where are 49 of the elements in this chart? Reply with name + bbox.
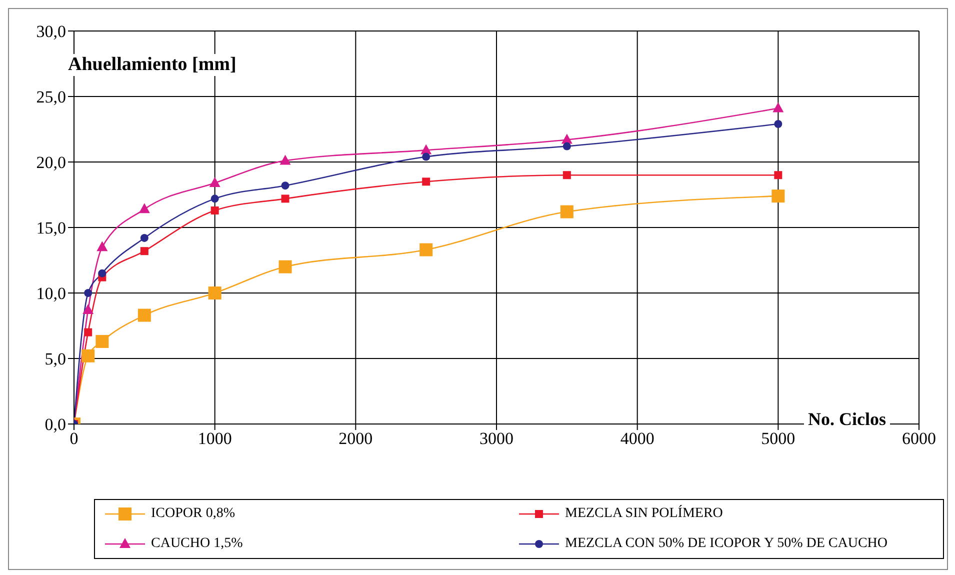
point	[82, 349, 95, 362]
point	[209, 176, 220, 187]
x-tick-label: 1000	[198, 429, 232, 448]
point	[280, 154, 291, 165]
point	[562, 142, 571, 150]
point	[772, 102, 784, 112]
point	[420, 243, 433, 256]
x-axis-title: No. Ciclos	[804, 409, 890, 430]
point	[278, 260, 292, 274]
point	[138, 203, 150, 214]
point	[772, 190, 785, 203]
point	[84, 328, 92, 336]
y-tick-label: 15,0	[36, 218, 66, 238]
legend-label: MEZCLA SIN POLÍMERO	[564, 506, 724, 522]
point	[560, 205, 574, 218]
point	[140, 247, 148, 256]
point	[281, 194, 290, 203]
y-tick-label: 25,0	[36, 88, 66, 107]
legend-label: CAUCHO 1,5%	[150, 536, 244, 552]
point	[84, 289, 92, 297]
y-tick-label: 20,0	[36, 153, 66, 172]
point	[98, 269, 106, 278]
y-tick-label: 0,0	[44, 415, 66, 434]
point	[96, 241, 108, 252]
x-tick-label: 4000	[620, 429, 654, 448]
y-tick-label: 30,0	[36, 22, 66, 42]
point	[281, 182, 290, 190]
point	[138, 308, 151, 322]
point	[422, 152, 430, 161]
point	[140, 234, 148, 242]
point	[774, 120, 782, 128]
legend-label: MEZCLA CON 50% DE ICOPOR Y 50% DE CAUCHO	[564, 536, 889, 552]
x-tick-label: 5000	[761, 429, 796, 448]
point	[208, 286, 222, 300]
point	[422, 178, 430, 186]
x-tick-label: 2000	[338, 429, 373, 448]
x-tick-label: 6000	[902, 429, 936, 448]
y-tick-label: 10,0	[36, 284, 66, 304]
point	[562, 171, 571, 180]
x-tick-label: 3000	[480, 429, 514, 448]
point	[210, 206, 219, 214]
y-axis-title: Ahuellamiento [mm]	[64, 54, 240, 76]
point	[210, 194, 219, 203]
y-tick-label: 5,0	[44, 350, 66, 369]
legend-label: ICOPOR 0,8%	[150, 506, 236, 522]
point	[96, 334, 109, 348]
x-tick-label: 0	[70, 429, 78, 448]
point	[774, 171, 782, 180]
point	[82, 304, 94, 314]
